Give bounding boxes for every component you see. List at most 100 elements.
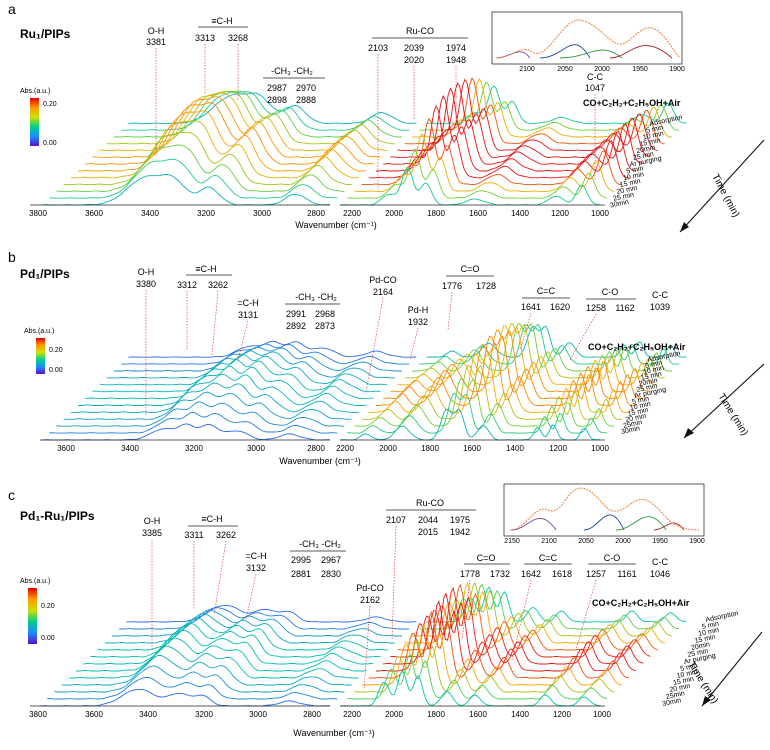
- b-value-1641: 1641: [521, 302, 541, 312]
- panel-a-spectra-right: [339, 77, 687, 206]
- panel-a-spectra-left-trace-7: [85, 102, 374, 165]
- panel-a-xlabel: Wavenumber (cm⁻¹): [295, 220, 376, 230]
- c-value-3311: 3311: [184, 530, 203, 540]
- c-guide-2107: [391, 525, 397, 641]
- panel-c-spectra-left-trace-5: [97, 617, 388, 651]
- panel-b-axis: 3600 3400 3200 3000 2800 2200 2000 1800 …: [40, 439, 609, 466]
- panel-b-peak-labels: O-H 3380 ≡C-H 3312 3262 =C-H 3131 -CH₃ -…: [136, 264, 670, 331]
- panel-c-time-labels-9: 10 min: [676, 669, 698, 680]
- c-value-2967: 2967: [321, 555, 341, 565]
- c-guide-3132: [245, 573, 257, 621]
- b-value-1258: 1258: [586, 303, 606, 313]
- panel-a-spectra-right-trace-10: [361, 117, 622, 186]
- panel-c-xtick-3400: 3400: [139, 710, 157, 719]
- panel-c-spectra-left-trace-7: [83, 630, 374, 665]
- inset-a-tick-1950: 1950: [632, 66, 648, 73]
- time-arrow-c: [701, 631, 763, 707]
- panel-b-xtick-2000: 2000: [379, 444, 397, 453]
- inset-c-tick-1900: 1900: [689, 538, 705, 545]
- b-value-3262: 3262: [208, 280, 228, 290]
- panel-a-axis: 3800 3600 3400 3200 3000 2800 2200 2000 …: [29, 204, 609, 230]
- peak-value-1948: 1948: [446, 55, 466, 65]
- panel-b-xtick-2200: 2200: [336, 444, 354, 453]
- panel-a-spectra-left-trace-5: [99, 92, 388, 152]
- peak-value-1974: 1974: [446, 43, 466, 53]
- c-guide-1257: [575, 579, 597, 651]
- panel-b-spectra-right-trace-9: [368, 352, 629, 413]
- panel-a-spectra-left-trace-10: [63, 131, 352, 186]
- panel-b-time-labels-13: 30min: [621, 425, 641, 436]
- panel-c-xtick-3600: 3600: [85, 710, 103, 719]
- panel-a-xtick-1200: 1200: [551, 209, 569, 218]
- panel-c-spectra-left-trace-11: [54, 665, 345, 693]
- c-value-1642: 1642: [521, 569, 541, 579]
- c-label-pd-co: Pd-CO: [356, 583, 384, 593]
- panel-b-condition: CO+C₂H₂+C₂H₅OH+Air: [588, 342, 686, 352]
- c-value-2107: 2107: [386, 515, 406, 525]
- b-label-pd-co: Pd-CO: [369, 275, 397, 285]
- panel-c-time-labels-13: 30min: [662, 697, 682, 708]
- c-value-3262: 3262: [216, 530, 236, 540]
- panel-c-spectra-left-trace-4: [104, 612, 395, 644]
- panel-b-guide-lines: [145, 290, 597, 415]
- time-arrow-b: [683, 363, 765, 439]
- panel-c-spectra-right-trace-10: [361, 623, 622, 686]
- c-value-1975: 1975: [450, 515, 470, 525]
- panel-b-spectra-left-trace-9: [70, 382, 359, 413]
- b-guide-2164: [365, 297, 384, 393]
- panel-c-spectra-left-trace-1: [126, 605, 417, 623]
- panel-b-time-axis: Time (min): [683, 363, 765, 439]
- panel-b-xtick-2800: 2800: [307, 444, 325, 453]
- panel-a-time-labels-11: 20 min: [616, 185, 638, 196]
- b-guide-1776: [447, 291, 453, 331]
- c-label-c-o: C-O: [604, 553, 621, 563]
- panel-a-xtick-1800: 1800: [427, 209, 445, 218]
- panel-c-spectra-right-trace-5: [397, 583, 658, 651]
- inset-a-tick-2100: 2100: [519, 66, 535, 73]
- panel-c-spectra-right-trace-8: [376, 600, 637, 672]
- panel-c-xtick-2800: 2800: [303, 710, 321, 719]
- panel-a-spectra-left-trace-8: [78, 110, 367, 172]
- panel-b-sample-title: Pd₁/PIPs: [20, 267, 70, 281]
- panel-b-xlabel: Wavenumber (cm⁻¹): [279, 456, 360, 466]
- time-arrowhead-a: [680, 222, 689, 232]
- panel-a-colorbar: Abs.(a.u.) 0.20 0.00: [20, 88, 57, 147]
- panel-a-spectra-right-trace-5: [397, 78, 658, 152]
- b-guide-3262: [211, 290, 219, 356]
- panel-b-spectra-left-trace-6: [92, 359, 381, 393]
- panel-a-sample-title: Ru₁/PIPs: [20, 27, 71, 41]
- panel-c-spectra-left-trace-6: [90, 623, 381, 658]
- peak-label-cc: C-C: [587, 72, 603, 82]
- panel-c-xtick-1400: 1400: [511, 710, 529, 719]
- inset-a-fit: [495, 19, 681, 59]
- panel-a-time-axis: Time (min): [679, 139, 765, 233]
- b-value-1776: 1776: [442, 281, 462, 291]
- panel-a-xtick-3200: 3200: [197, 209, 215, 218]
- b-value-2873: 2873: [315, 321, 335, 331]
- panel-c-colorbar-min: 0.00: [41, 635, 55, 642]
- b-value-1162: 1162: [615, 303, 634, 313]
- panel-a-time-labels-6: 25 min: [632, 151, 654, 162]
- panel-b-time-label: Time (min): [715, 392, 749, 438]
- inset-c-tick-2100: 2100: [541, 538, 557, 545]
- c-value-2162: 2162: [360, 595, 380, 605]
- panel-c-spectra-right-trace-13: [339, 670, 601, 707]
- panel-b-spectra-left-trace-11: [56, 401, 345, 427]
- b-value-1932: 1932: [408, 317, 428, 327]
- panel-b-time-labels-5: 20min: [638, 377, 658, 388]
- panel-c-xlabel: Wavenumber (cm⁻¹): [293, 728, 374, 738]
- b-value-3312: 3312: [177, 280, 197, 290]
- panel-c-guide-lines: [151, 525, 597, 691]
- panel-a-spectra-left-trace-11: [56, 144, 345, 192]
- time-arrowhead-c: [702, 696, 711, 706]
- b-value-2991: 2991: [286, 309, 306, 319]
- panel-b-spectra-right-trace-10: [361, 364, 622, 420]
- b-guide-1641: [519, 312, 532, 351]
- panel-c-xtick-1600: 1600: [469, 710, 487, 719]
- b-value-2892: 2892: [286, 321, 306, 331]
- panel-a-spectra-right-trace-6: [390, 82, 651, 158]
- c-guide-2162: [363, 605, 371, 691]
- panel-a-time-labels-10: 15 min: [619, 178, 641, 189]
- panel-a-condition: CO+C₂H₂+C₂H₅OH+Air: [583, 98, 681, 108]
